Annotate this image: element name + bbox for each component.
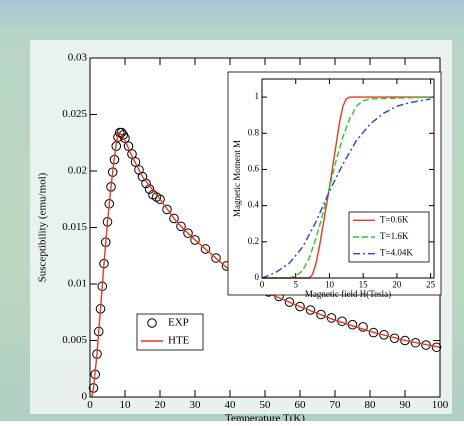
data-point [169,213,179,224]
data-point [284,297,295,307]
x-tick-label: 80 [365,399,377,411]
y-tick-label: 0.4 [248,200,260,210]
data-point [120,133,130,144]
data-point [162,204,172,215]
y-tick-label: 0.8 [248,127,260,137]
y-tick-label: 0.6 [248,164,260,174]
legend-label: EXP [168,317,189,329]
x-tick-label: 0 [260,279,265,289]
data-point [190,235,200,245]
data-line [91,131,441,398]
legend-label: T=1.6K [380,231,409,241]
y-tick-label: 0 [255,272,260,282]
y-axis-label: Susceptibility (emu/mol) [37,172,49,282]
x-tick-label: 10 [120,399,132,411]
x-tick-label: 30 [190,399,202,411]
x-tick-label: 40 [225,399,237,411]
x-axis-label: Temperature T(K) [225,413,305,421]
legend-label: T=4.04K [380,248,413,258]
data-point [368,327,379,338]
data-point [305,305,316,315]
x-tick-label: 90 [400,399,412,411]
x-tick-label: 25 [426,279,436,289]
x-axis-label: Magnetic field H(Tesla) [305,289,391,299]
y-tick-label: 0.025 [62,108,87,120]
data-line [262,96,431,279]
data-point [176,221,186,232]
x-tick-label: 100 [432,399,449,411]
data-point [400,335,410,346]
x-tick-label: 70 [330,399,342,411]
x-tick-label: 10 [325,279,335,289]
legend-label: HTE [168,335,190,347]
y-axis-label: Magnetic Moment M [232,140,242,217]
y-tick-label: 0.01 [68,278,87,290]
data-point [127,149,137,159]
data-point [431,342,442,353]
data-point [141,178,151,189]
legend-box [136,313,204,351]
data-point [123,141,134,151]
data-point [326,313,337,323]
y-tick-label: 0.005 [62,334,87,346]
data-point [155,194,165,205]
data-point [211,253,221,263]
data-point [316,309,326,320]
x-tick-label: 50 [260,399,272,411]
y-tick-label: 0.2 [248,236,259,246]
x-tick-label: 20 [392,279,402,289]
x-tick-label: 15 [359,279,369,289]
x-tick-label: 0 [87,399,93,411]
data-point [295,301,305,312]
legend-label: T=0.6K [380,214,409,224]
data-line [261,98,431,279]
y-tick-label: 0.02 [68,165,87,177]
data-point [183,228,193,238]
data-point [200,244,211,254]
data-point [358,322,368,332]
y-tick-label: 0 [82,391,88,403]
plot-frame [261,78,435,279]
legend-symbol [147,318,157,328]
data-point [130,157,141,167]
x-tick-label: 5 [293,279,298,289]
data-point [379,330,389,340]
y-tick-label: 0.015 [62,221,87,233]
data-point [116,127,127,138]
y-tick-label: 0.03 [68,52,88,64]
x-tick-label: 20 [155,399,167,411]
x-tick-label: 60 [295,399,307,411]
y-tick-label: 1 [255,91,260,101]
